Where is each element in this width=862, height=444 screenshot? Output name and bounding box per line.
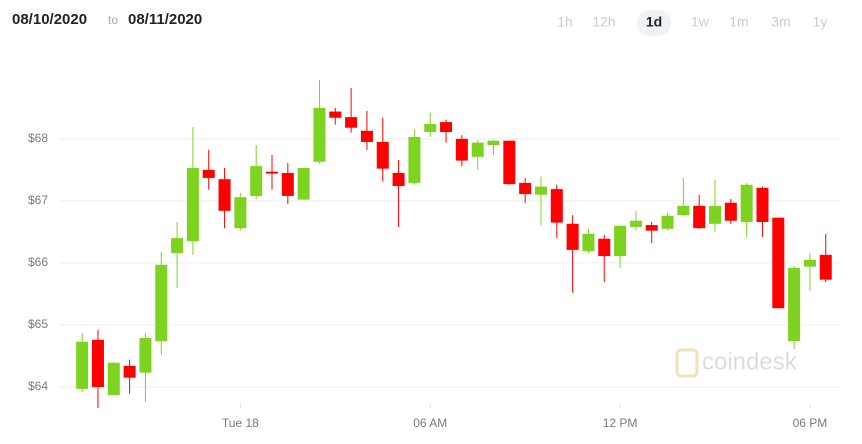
candle-body [234,197,247,229]
candle-body [693,205,706,229]
candle-body [598,238,611,257]
candle-body [329,111,342,118]
candle-body [550,189,563,223]
candle-body [756,187,769,222]
x-tick-label: 06 PM [793,416,828,430]
candle-body [566,223,579,250]
y-tick-label: $67 [28,193,48,207]
candle-body [313,107,326,162]
candle-body [266,171,279,174]
candle-body [614,225,627,257]
watermark-text: coindesk [702,348,798,375]
candle-body [250,166,263,196]
candle-body [76,341,89,389]
candle-body [772,217,785,309]
candle-body [123,365,136,378]
candle-body [629,220,642,227]
candle-body [519,182,532,195]
candle-body [139,337,152,373]
date-to: 08/11/2020 [128,11,202,28]
candle-body [424,123,437,133]
y-tick-label: $68 [28,131,48,145]
candle-body [392,172,405,186]
candle-body [819,254,832,280]
candle-body [281,172,294,196]
candle-body [186,168,199,242]
y-tick-label: $65 [28,317,48,331]
candle-body [661,215,674,229]
candle-body [91,339,104,387]
candle-body [107,362,120,396]
candle-body [345,117,358,128]
candle-body [724,202,737,221]
candle-body [582,233,595,252]
candle-body [171,238,184,253]
y-tick-label: $64 [28,379,48,393]
x-tick-label: 12 PM [603,416,638,430]
candle-body [408,136,421,183]
x-tick-label: Tue 18 [222,416,259,430]
candle-body [534,186,547,195]
candle-body [645,225,658,231]
candle-body [487,140,500,146]
candle-body [440,122,453,133]
range-button[interactable]: 1d [646,14,662,30]
candle-body [155,264,168,342]
range-button[interactable]: 1w [691,14,710,30]
candle-body [788,267,801,342]
candle-body [677,205,690,216]
candle-body [455,138,468,161]
watermark: coindesk [675,348,798,378]
range-button[interactable]: 3m [771,14,790,30]
candle-body [297,168,310,200]
watermark-logo [675,348,699,378]
candle-body [376,141,389,169]
candle-body [202,169,215,178]
candle-body [803,259,816,267]
x-tick-label: 06 AM [413,416,447,430]
date-from: 08/10/2020 [12,11,87,28]
candle-body [740,184,753,222]
candle-body [360,130,373,142]
range-button[interactable]: 12h [592,14,615,30]
candle-body [503,140,516,185]
range-button[interactable]: 1m [729,14,748,30]
candle-body [709,205,722,224]
range-button[interactable]: 1y [813,14,828,30]
candle-body [218,179,231,211]
date-to-label: to [108,13,118,27]
y-tick-label: $66 [28,255,48,269]
range-button[interactable]: 1h [557,14,573,30]
candle-body [471,142,484,157]
range-button-bg [637,10,671,36]
